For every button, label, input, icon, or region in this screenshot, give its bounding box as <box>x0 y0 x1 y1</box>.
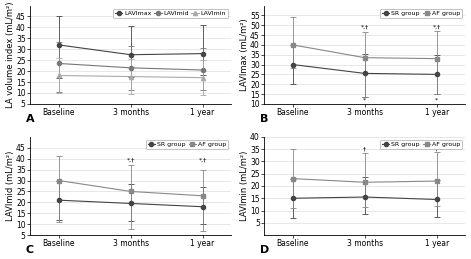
Y-axis label: LAVImin (mL/m²): LAVImin (mL/m²) <box>240 151 249 221</box>
Text: D: D <box>260 245 269 255</box>
Text: C: C <box>26 245 34 255</box>
Legend: SR group, AF group: SR group, AF group <box>380 9 463 18</box>
Text: A: A <box>26 114 34 124</box>
Legend: SR group, AF group: SR group, AF group <box>146 140 228 149</box>
Legend: SR group, AF group: SR group, AF group <box>380 140 463 149</box>
Y-axis label: LAVImid (mL/m²): LAVImid (mL/m²) <box>6 151 15 221</box>
Y-axis label: LA volume index (mL/m²): LA volume index (mL/m²) <box>6 2 15 108</box>
Text: *: * <box>363 98 366 103</box>
Text: †: † <box>363 147 366 152</box>
Text: *,†: *,† <box>361 24 369 29</box>
Text: †: † <box>435 147 438 152</box>
Text: B: B <box>260 114 268 124</box>
Legend: LAVImax, LAVImid, LAVImin: LAVImax, LAVImid, LAVImin <box>113 9 228 18</box>
Y-axis label: LAVImax (mL/m²): LAVImax (mL/m²) <box>240 18 249 91</box>
Text: *,†: *,† <box>127 158 135 163</box>
Text: *,†: *,† <box>198 158 207 163</box>
Text: *,†: *,† <box>432 24 441 29</box>
Text: *: * <box>435 98 438 103</box>
